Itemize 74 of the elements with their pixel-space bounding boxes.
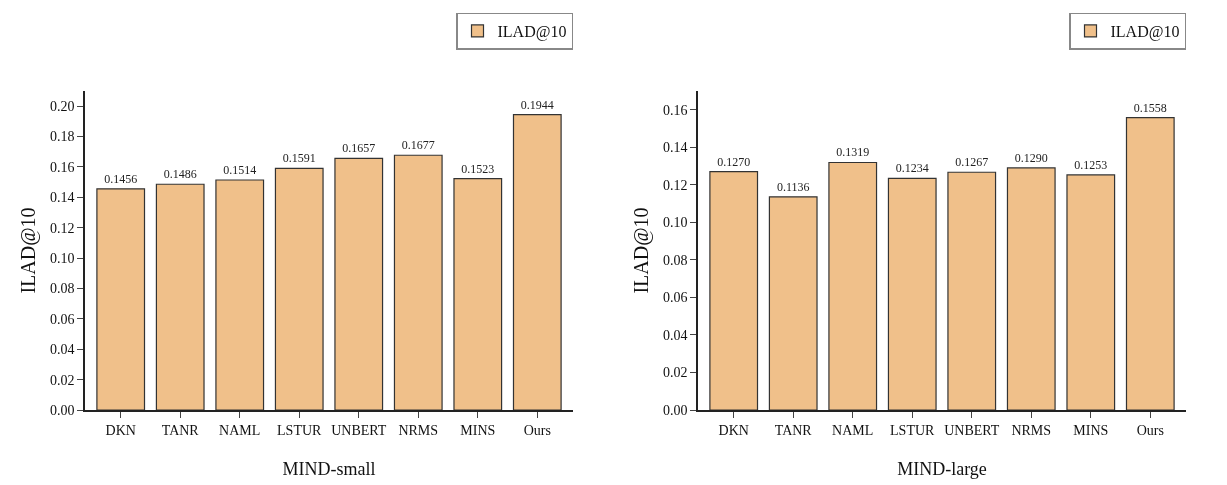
- bar: [393, 154, 443, 410]
- y-tick-label: 0.10: [662, 215, 688, 231]
- y-tick-label: 0.18: [49, 129, 75, 145]
- data-label: 0.1677: [401, 138, 435, 153]
- x-tick-label: Ours: [523, 422, 551, 438]
- data-label: 0.1657: [342, 141, 376, 156]
- bar: [215, 179, 265, 410]
- x-tick-label: NRMS: [398, 422, 439, 438]
- y-tick-label: 0.16: [49, 159, 75, 175]
- y-tick-label: 0.04: [49, 342, 75, 358]
- data-label: 0.1267: [955, 155, 989, 170]
- y-axis-title: ILAD@10: [16, 207, 40, 294]
- data-label: 0.1456: [104, 171, 138, 186]
- data-label: 0.1591: [282, 151, 316, 166]
- data-label: 0.1290: [1014, 150, 1048, 165]
- legend-label: ILAD@10: [497, 23, 567, 42]
- x-tick-label: DKN: [105, 422, 136, 438]
- x-tick-label: NAML: [832, 422, 874, 438]
- data-label: 0.1253: [1074, 157, 1108, 172]
- x-tick-label: NAML: [219, 422, 261, 438]
- data-label: 0.1944: [520, 97, 554, 112]
- bar: [274, 167, 324, 410]
- y-tick-label: 0.14: [662, 140, 688, 156]
- x-tick-label: MINS: [1073, 422, 1109, 438]
- bar: [828, 161, 878, 410]
- x-axis-title: MIND-small: [282, 458, 376, 479]
- x-tick-label: LSTUR: [890, 422, 936, 438]
- bar: [709, 171, 759, 410]
- x-tick-label: UNBERT: [944, 422, 1000, 438]
- x-tick-label: MINS: [460, 422, 496, 438]
- y-tick-label: 0.10: [49, 251, 75, 266]
- bar: [1125, 117, 1175, 410]
- y-tick-label: 0.16: [662, 102, 688, 118]
- bar: [512, 114, 562, 410]
- y-tick-label: 0.12: [662, 177, 688, 193]
- x-tick-label: UNBERT: [331, 422, 387, 438]
- x-tick-label: Ours: [1136, 422, 1164, 438]
- bar: [155, 183, 205, 410]
- y-axis-title: ILAD@10: [629, 207, 653, 294]
- x-tick-label: NRMS: [1011, 422, 1052, 438]
- bar: [96, 188, 146, 410]
- data-label: 0.1514: [223, 163, 257, 178]
- legend-label: ILAD@10: [1110, 23, 1180, 42]
- data-label: 0.1234: [895, 161, 929, 176]
- bar: [768, 196, 818, 410]
- y-tick-label: 0.08: [49, 281, 75, 297]
- bar: [947, 171, 997, 410]
- x-axis-title: MIND-large: [897, 458, 987, 479]
- y-tick-label: 0.00: [49, 402, 75, 418]
- y-tick-label: 0.14: [49, 190, 75, 206]
- x-tick-label: TANR: [774, 422, 813, 438]
- bar: [334, 157, 384, 410]
- data-label: 0.1270: [717, 154, 751, 169]
- bar: [1006, 167, 1056, 410]
- bar: [887, 177, 937, 410]
- y-tick-label: 0.02: [49, 372, 75, 388]
- x-tick-label: LSTUR: [277, 422, 323, 438]
- y-tick-label: 0.08: [662, 252, 688, 268]
- x-tick-label: TANR: [161, 422, 200, 438]
- x-tick-label: DKN: [718, 422, 749, 438]
- y-tick-label: 0.06: [662, 290, 688, 306]
- y-tick-label: 0.04: [662, 327, 688, 343]
- y-tick-label: 0.20: [49, 99, 75, 115]
- data-label: 0.1486: [163, 167, 197, 182]
- y-tick-label: 0.02: [662, 365, 688, 381]
- data-label: 0.1136: [776, 179, 810, 194]
- bar: [453, 178, 503, 410]
- data-label: 0.1558: [1133, 100, 1167, 115]
- data-label: 0.1523: [461, 161, 495, 176]
- bar: [1066, 174, 1116, 410]
- data-label: 0.1319: [836, 145, 870, 160]
- y-tick-label: 0.06: [49, 311, 75, 327]
- y-tick-label: 0.00: [662, 402, 688, 418]
- y-tick-label: 0.12: [49, 220, 75, 236]
